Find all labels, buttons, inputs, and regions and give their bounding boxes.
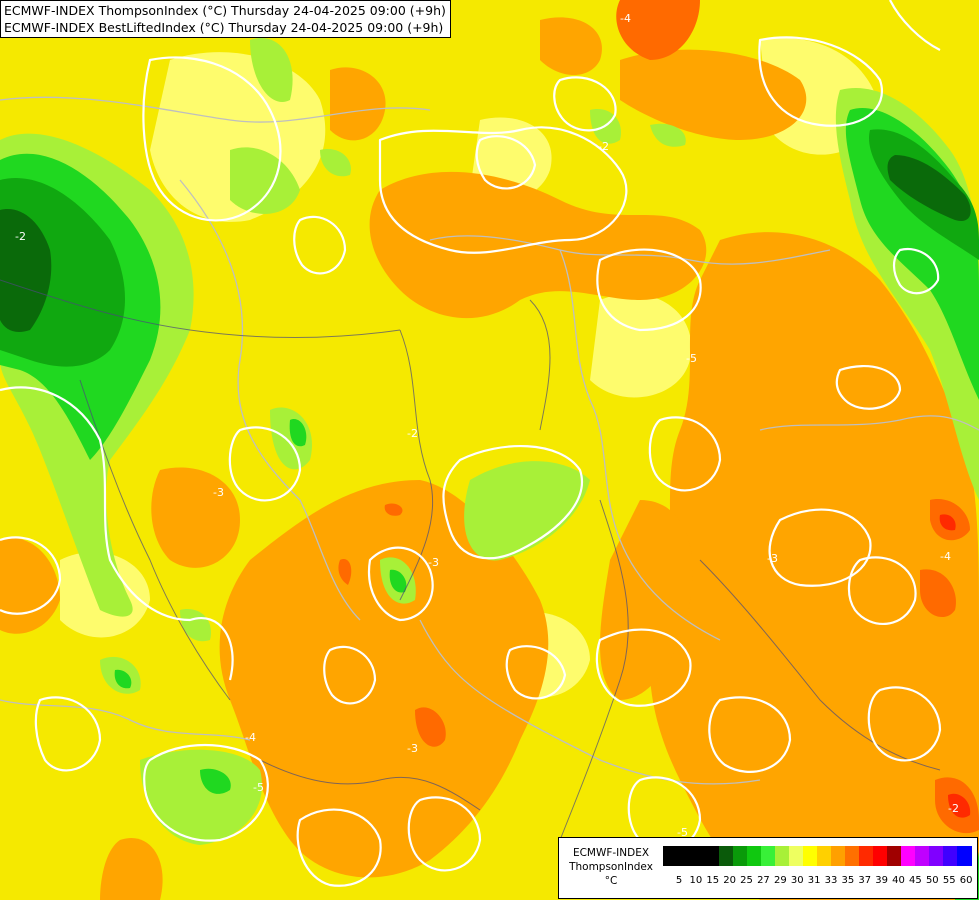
legend-label: 55 bbox=[942, 875, 956, 886]
contour-label: -5 bbox=[253, 781, 264, 794]
legend-swatch bbox=[845, 846, 860, 866]
legend-label: 33 bbox=[824, 875, 838, 886]
border-lines bbox=[0, 96, 979, 785]
red-spots bbox=[939, 514, 971, 818]
legend-swatch bbox=[677, 846, 692, 866]
contour-label: -5 bbox=[686, 352, 697, 365]
legend-title-line2: ThompsonIndex bbox=[569, 861, 653, 873]
legend-label: 30 bbox=[790, 875, 804, 886]
legend-label: 39 bbox=[875, 875, 889, 886]
legend-swatch bbox=[943, 846, 958, 866]
legend-label: 5 bbox=[675, 875, 683, 886]
map-header: ECMWF-INDEX ThompsonIndex (°C) Thursday … bbox=[0, 0, 451, 38]
legend-label: 10 bbox=[689, 875, 703, 886]
contour-label: -3 bbox=[428, 556, 439, 569]
legend-swatch bbox=[719, 846, 734, 866]
header-line-bestlifted: ECMWF-INDEX BestLiftedIndex (°C) Thursda… bbox=[4, 20, 444, 35]
legend-label: 60 bbox=[959, 875, 973, 886]
legend-swatch bbox=[761, 846, 776, 866]
legend-title: ECMWF-INDEX ThompsonIndex °C bbox=[561, 846, 661, 888]
contour-lines bbox=[0, 0, 942, 887]
dark-green-areas bbox=[0, 155, 971, 332]
legend-swatch bbox=[663, 846, 678, 866]
legend-swatch bbox=[901, 846, 916, 866]
contour-label: -2 bbox=[598, 140, 609, 153]
legend-label: 27 bbox=[757, 875, 770, 886]
contour-label: -2 bbox=[948, 802, 959, 815]
contour-label: -3 bbox=[407, 742, 418, 755]
header-line-thompson: ECMWF-INDEX ThompsonIndex (°C) Thursday … bbox=[4, 3, 446, 18]
red-orange-areas bbox=[338, 0, 979, 834]
legend-label: 40 bbox=[892, 875, 905, 886]
legend-label: 15 bbox=[706, 875, 720, 886]
legend-label: 50 bbox=[925, 875, 939, 886]
contour-label: -2 bbox=[15, 230, 26, 243]
color-legend: ECMWF-INDEX ThompsonIndex °C 5 10 15 20 25 27… bbox=[558, 837, 978, 899]
legend-label: 25 bbox=[740, 875, 753, 886]
legend-title-line1: ECMWF-INDEX bbox=[572, 847, 650, 859]
legend-swatch bbox=[929, 846, 944, 866]
legend-title-unit: °C bbox=[604, 875, 618, 887]
contour-labels: -2 -2 -2 -3 -3 -3 -3 -4 -4 -4 -5 -5 -5 -… bbox=[15, 12, 959, 839]
orange-areas bbox=[0, 17, 979, 900]
legend-swatch bbox=[957, 846, 972, 866]
legend-label: 35 bbox=[841, 875, 855, 886]
legend-swatch bbox=[775, 846, 790, 866]
legend-swatch bbox=[887, 846, 902, 866]
legend-swatch bbox=[831, 846, 846, 866]
river-lines bbox=[0, 279, 941, 841]
legend-label: 37 bbox=[858, 875, 872, 886]
legend-swatch bbox=[803, 846, 818, 866]
contour-label: -3 bbox=[213, 486, 224, 499]
contour-label: -4 bbox=[940, 550, 951, 563]
contour-label: -4 bbox=[245, 731, 256, 744]
contour-label: -3 bbox=[767, 552, 778, 565]
legend-swatch bbox=[859, 846, 874, 866]
legend-label: 29 bbox=[773, 875, 787, 886]
contour-label: -4 bbox=[620, 12, 631, 25]
legend-swatch bbox=[733, 846, 748, 866]
legend-swatch bbox=[789, 846, 804, 866]
legend-swatch bbox=[817, 846, 832, 866]
legend-swatch bbox=[915, 846, 930, 866]
legend-swatch bbox=[747, 846, 762, 866]
legend-label: 45 bbox=[909, 875, 922, 886]
legend-label: 20 bbox=[723, 875, 737, 886]
contour-label: -5 bbox=[677, 826, 688, 839]
contour-label: -2 bbox=[407, 427, 418, 440]
legend-swatch bbox=[705, 846, 720, 866]
legend-label: 31 bbox=[807, 875, 821, 886]
legend-swatch bbox=[691, 846, 706, 866]
legend-swatch bbox=[873, 846, 888, 866]
